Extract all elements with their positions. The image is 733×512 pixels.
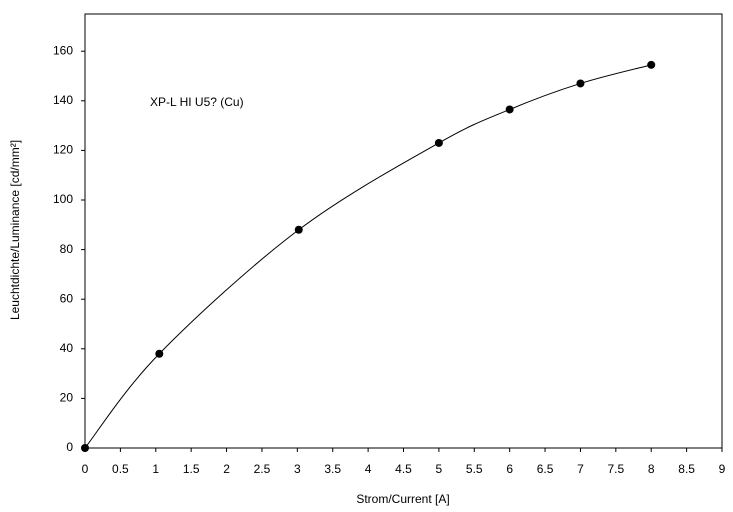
x-tick-label: 3.5 bbox=[324, 462, 341, 476]
x-tick-label: 7 bbox=[577, 462, 584, 476]
y-axis-title: Leuchtdichte/Luminance [cd/mm²] bbox=[8, 140, 22, 320]
y-tick-label: 20 bbox=[60, 391, 74, 405]
point bbox=[505, 105, 514, 114]
x-tick-label: 4 bbox=[365, 462, 372, 476]
x-tick-label: 6.5 bbox=[537, 462, 554, 476]
point bbox=[81, 444, 89, 452]
x-tick-label: 8.5 bbox=[678, 462, 695, 476]
point bbox=[647, 60, 656, 69]
y-tick-label: 60 bbox=[60, 291, 74, 305]
x-tick-label: 6 bbox=[506, 462, 513, 476]
y-tick-label: 120 bbox=[53, 143, 73, 157]
x-tick-label: 2 bbox=[223, 462, 230, 476]
x-tick-label: 9 bbox=[719, 462, 726, 476]
x-tick-label: 3 bbox=[294, 462, 301, 476]
y-tick-label: 40 bbox=[60, 341, 74, 355]
x-tick-label: 1.5 bbox=[183, 462, 200, 476]
x-tick-label: 1 bbox=[152, 462, 159, 476]
point bbox=[294, 225, 303, 234]
point bbox=[155, 349, 164, 358]
curve bbox=[84, 64, 652, 449]
x-tick-label: 5 bbox=[436, 462, 443, 476]
x-tick-label: 0.5 bbox=[112, 462, 129, 476]
point bbox=[434, 138, 443, 147]
y-tick-label: 160 bbox=[53, 43, 73, 57]
plot-frame bbox=[84, 13, 723, 449]
x-tick-label: 8 bbox=[648, 462, 655, 476]
x-tick-label: 5.5 bbox=[466, 462, 483, 476]
y-tick-label: 80 bbox=[60, 242, 74, 256]
x-tick-label: 4.5 bbox=[395, 462, 412, 476]
x-tick-label: 7.5 bbox=[607, 462, 624, 476]
annotation: XP-L HI U5? (Cu) bbox=[150, 95, 244, 109]
y-tick-label: 100 bbox=[53, 192, 73, 206]
x-tick-label: 0 bbox=[82, 462, 89, 476]
y-tick-label: 140 bbox=[53, 93, 73, 107]
x-tick-label: 2.5 bbox=[254, 462, 271, 476]
point bbox=[576, 79, 585, 88]
y-tick-label: 0 bbox=[66, 440, 73, 454]
x-axis-title: Strom/Current [A] bbox=[356, 492, 449, 506]
